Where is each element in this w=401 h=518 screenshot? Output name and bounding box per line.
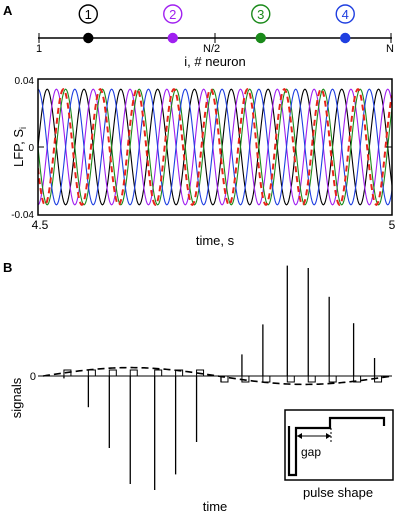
pulse-mark-2 — [108, 369, 117, 376]
spike-y-axis-label: signals — [9, 377, 24, 418]
lfp-y-tick-label-zero: 0 — [28, 143, 34, 154]
lfp-y-axis-label: LFP, Si — [11, 127, 28, 167]
chain-tick-label-mid: N/2 — [203, 43, 220, 55]
neuron-number-1: 1 — [85, 7, 92, 22]
chain-tick-label-n: N — [386, 43, 394, 55]
gap-label: gap — [301, 445, 321, 459]
pulse-mark-3 — [129, 369, 138, 376]
pulse-mark-10 — [286, 376, 295, 383]
pulse-mark-4 — [154, 369, 163, 376]
neuron-number-2: 2 — [169, 7, 176, 22]
lfp-y-axis-label-sub: i — [18, 127, 28, 129]
chain-tick-label-1: 1 — [36, 43, 42, 55]
neuron-ring-4 — [335, 4, 355, 24]
pulse-mark-8 — [241, 376, 250, 383]
neuron-dot-3 — [255, 32, 266, 44]
chain-axis-label: i, # neuron — [184, 54, 245, 69]
neuron-dot-4 — [340, 32, 351, 44]
pulse-marks-group — [63, 369, 383, 383]
pulse-mark-12 — [328, 376, 337, 383]
pulse-mark-7 — [220, 376, 229, 383]
neuron-ring-2 — [163, 4, 183, 24]
lfp-x-axis-label: time, s — [196, 233, 235, 248]
neuron-dot-1 — [83, 32, 94, 44]
gap-arrowhead-left — [297, 433, 302, 439]
panel-a-letter: A — [3, 3, 13, 18]
neuron-ring-3 — [251, 4, 271, 24]
lfp-y-tick-label-bottom: -0.04 — [11, 210, 34, 221]
neuron-number-4: 4 — [342, 7, 349, 22]
inset-caption: pulse shape — [303, 485, 373, 500]
gap-arrowhead-right — [326, 433, 331, 439]
pulse-shape-line — [287, 416, 386, 477]
lfp-series-1 — [38, 88, 392, 206]
spike-y-tick-label-zero: 0 — [30, 371, 36, 383]
lfp-series-4 — [38, 88, 392, 206]
spike-train-plot: 0 signals time — [9, 265, 393, 514]
pulse-mark-6 — [196, 369, 205, 376]
lfp-plot: 0.04 0 -0.04 4.5 5 time, s LFP, Si — [11, 76, 396, 248]
spike-envelope — [42, 366, 393, 386]
lfp-series-group — [38, 88, 392, 206]
pulse-mark-14 — [374, 376, 383, 383]
lfp-series-2 — [38, 88, 392, 206]
lfp-x-tick-label-end: 5 — [389, 218, 396, 232]
pulse-shape-inset: gap pulse shape — [284, 409, 394, 500]
lfp-series-0 — [38, 88, 392, 206]
neuron-ring-1 — [78, 4, 98, 24]
lfp-x-tick-label-start: 4.5 — [32, 218, 49, 232]
neuron-chain: 1 N/2 N i, # neuron 1 2 3 4 — [36, 4, 394, 69]
lfp-y-axis-label-main: LFP, S — [11, 129, 26, 167]
pulse-mark-11 — [307, 376, 316, 383]
neuron-number-3: 3 — [257, 7, 264, 22]
lfp-series-3 — [38, 88, 392, 206]
spike-x-axis-label: time — [203, 499, 228, 514]
lfp-y-tick-label-top: 0.04 — [15, 76, 35, 87]
pulse-mark-13 — [353, 376, 362, 383]
neuron-dot-2 — [167, 32, 178, 44]
panel-b-letter: B — [3, 260, 12, 275]
spike-lines-group — [63, 265, 376, 490]
pulse-mark-5 — [175, 369, 184, 376]
pulse-mark-0 — [63, 369, 72, 376]
pulse-mark-1 — [87, 369, 96, 376]
pulse-mark-9 — [262, 376, 271, 383]
inset-frame — [284, 409, 394, 481]
